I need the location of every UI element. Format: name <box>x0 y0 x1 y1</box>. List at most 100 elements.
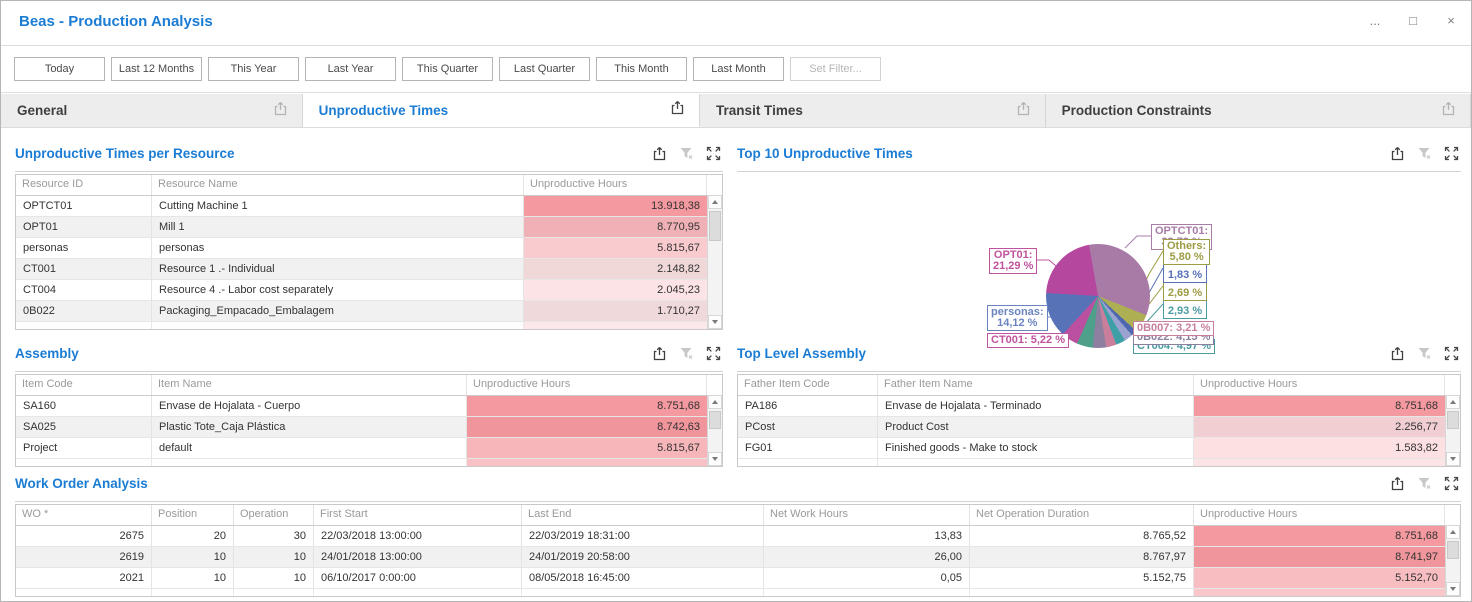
column-header-father-item-name[interactable]: Father Item Name <box>878 375 1194 395</box>
vertical-scrollbar[interactable] <box>1445 525 1460 596</box>
scroll-up-button[interactable] <box>708 395 722 409</box>
scrollbar-thumb[interactable] <box>709 211 721 241</box>
scrollbar-thumb[interactable] <box>1447 541 1459 559</box>
export-icon[interactable] <box>652 146 667 161</box>
export-icon[interactable] <box>1441 101 1456 121</box>
work-order-grid: WO * Position Operation First Start Last End… <box>15 504 1461 597</box>
export-icon[interactable] <box>670 100 685 120</box>
column-header-father-item-code[interactable]: Father Item Code <box>738 375 878 395</box>
table-row[interactable]: CT004 Resource 4 .- Labor cost separately… <box>16 280 722 301</box>
grid-cell: 8.741,97 <box>1194 547 1445 567</box>
scroll-down-button[interactable] <box>708 452 722 466</box>
tab-production-constraints[interactable]: Production Constraints <box>1045 94 1471 127</box>
table-row[interactable]: CT001 Resource 1 .- Individual 2.148,82 <box>16 259 722 280</box>
tab-unproductive-times[interactable]: Unproductive Times <box>302 94 701 127</box>
column-header-resource-id[interactable]: Resource ID <box>16 175 152 195</box>
column-header-position[interactable]: Position <box>152 505 234 525</box>
scroll-up-button[interactable] <box>708 195 722 209</box>
filter-button-this-month[interactable]: This Month <box>596 57 687 81</box>
grid-cell: 06/10/2017 0:00:00 <box>314 568 522 588</box>
table-row[interactable]: FG01 Finished goods - Make to stock 1.583,… <box>738 438 1460 459</box>
tab-label: Transit Times <box>716 103 803 118</box>
grid-cell: 13.918,38 <box>524 196 707 216</box>
scroll-up-button[interactable] <box>1446 395 1460 409</box>
expand-icon[interactable] <box>706 346 721 361</box>
grid-cell <box>234 589 314 596</box>
scroll-down-button[interactable] <box>1446 582 1460 596</box>
grid-cell: 2.045,23 <box>524 280 707 300</box>
column-header-first-start[interactable]: First Start <box>314 505 522 525</box>
scrollbar-thumb[interactable] <box>1447 411 1459 429</box>
vertical-scrollbar[interactable] <box>707 395 722 466</box>
column-header-net-work-hours[interactable]: Net Work Hours <box>764 505 970 525</box>
tab-general[interactable]: General <box>1 94 303 127</box>
clear-filter-icon[interactable] <box>1417 476 1432 491</box>
maximize-button[interactable]: □ <box>1409 13 1417 28</box>
column-header-net-operation-duration[interactable]: Net Operation Duration <box>970 505 1194 525</box>
clear-filter-icon[interactable] <box>679 146 694 161</box>
table-row-clipped[interactable] <box>16 322 722 329</box>
table-row[interactable]: Project default 5.815,67 <box>16 438 722 459</box>
close-button[interactable]: × <box>1447 13 1455 28</box>
grid-cell: 8.767,97 <box>970 547 1194 567</box>
table-row-clipped[interactable] <box>16 459 722 466</box>
pie-chart[interactable] <box>1046 244 1150 348</box>
table-row[interactable]: 0B022 Packaging_Empacado_Embalagem 1.710,2… <box>16 301 722 322</box>
clear-filter-icon[interactable] <box>679 346 694 361</box>
column-header-wo-[interactable]: WO * <box>16 505 152 525</box>
clear-filter-icon[interactable] <box>1417 346 1432 361</box>
table-row[interactable]: 2619 10 10 24/01/2018 13:00:00 24/01/2019 20… <box>16 547 1460 568</box>
table-row-clipped[interactable] <box>16 589 1460 596</box>
column-header-unproductive-hours[interactable]: Unproductive Hours <box>524 175 707 195</box>
filter-button-today[interactable]: Today <box>14 57 105 81</box>
tab-transit-times[interactable]: Transit Times <box>700 94 1046 127</box>
expand-icon[interactable] <box>706 146 721 161</box>
table-row[interactable]: OPTCT01 Cutting Machine 1 13.918,38 <box>16 196 722 217</box>
set-filter-button[interactable]: Set Filter... <box>790 57 881 81</box>
table-row[interactable]: personas personas 5.815,67 <box>16 238 722 259</box>
export-icon[interactable] <box>652 346 667 361</box>
grid-cell <box>738 459 878 466</box>
vertical-scrollbar[interactable] <box>1445 395 1460 466</box>
export-icon[interactable] <box>273 101 288 121</box>
expand-icon[interactable] <box>1444 146 1459 161</box>
filter-button-last-month[interactable]: Last Month <box>693 57 784 81</box>
export-icon[interactable] <box>1016 101 1031 121</box>
filter-button-last-12-months[interactable]: Last 12 Months <box>111 57 202 81</box>
column-header-unproductive-hours[interactable]: Unproductive Hours <box>1194 375 1445 395</box>
filter-button-this-year[interactable]: This Year <box>208 57 299 81</box>
table-row[interactable]: SA160 Envase de Hojalata - Cuerpo 8.751,68 <box>16 396 722 417</box>
column-header-resource-name[interactable]: Resource Name <box>152 175 524 195</box>
more-options-button[interactable]: ... <box>1369 13 1381 28</box>
column-header-unproductive-hours[interactable]: Unproductive Hours <box>1194 505 1445 525</box>
grid-cell: 08/05/2018 16:45:00 <box>522 568 764 588</box>
clear-filter-icon[interactable] <box>1417 146 1432 161</box>
column-header-last-end[interactable]: Last End <box>522 505 764 525</box>
column-header-item-name[interactable]: Item Name <box>152 375 467 395</box>
column-header-stub <box>707 375 722 395</box>
column-header-item-code[interactable]: Item Code <box>16 375 152 395</box>
expand-icon[interactable] <box>1444 476 1459 491</box>
table-row[interactable]: 2675 20 30 22/03/2018 13:00:00 22/03/2019 18… <box>16 526 1460 547</box>
table-row[interactable]: 2021 10 10 06/10/2017 0:00:00 08/05/2018 16:… <box>16 568 1460 589</box>
table-row-clipped[interactable] <box>738 459 1460 466</box>
expand-icon[interactable] <box>1444 346 1459 361</box>
table-row[interactable]: OPT01 Mill 1 8.770,95 <box>16 217 722 238</box>
scroll-down-button[interactable] <box>708 315 722 329</box>
export-icon[interactable] <box>1390 476 1405 491</box>
grid-cell: 2.148,82 <box>524 259 707 279</box>
scroll-down-button[interactable] <box>1446 452 1460 466</box>
scroll-up-button[interactable] <box>1446 525 1460 539</box>
filter-button-last-year[interactable]: Last Year <box>305 57 396 81</box>
export-icon[interactable] <box>1390 346 1405 361</box>
scrollbar-thumb[interactable] <box>709 411 721 429</box>
column-header-operation[interactable]: Operation <box>234 505 314 525</box>
vertical-scrollbar[interactable] <box>707 195 722 329</box>
table-row[interactable]: SA025 Plastic Tote_Caja Plástica 8.742,63 <box>16 417 722 438</box>
filter-button-last-quarter[interactable]: Last Quarter <box>499 57 590 81</box>
table-row[interactable]: PCost Product Cost 2.256,77 <box>738 417 1460 438</box>
table-row[interactable]: PA186 Envase de Hojalata - Terminado 8.751… <box>738 396 1460 417</box>
filter-button-this-quarter[interactable]: This Quarter <box>402 57 493 81</box>
column-header-unproductive-hours[interactable]: Unproductive Hours <box>467 375 707 395</box>
export-icon[interactable] <box>1390 146 1405 161</box>
